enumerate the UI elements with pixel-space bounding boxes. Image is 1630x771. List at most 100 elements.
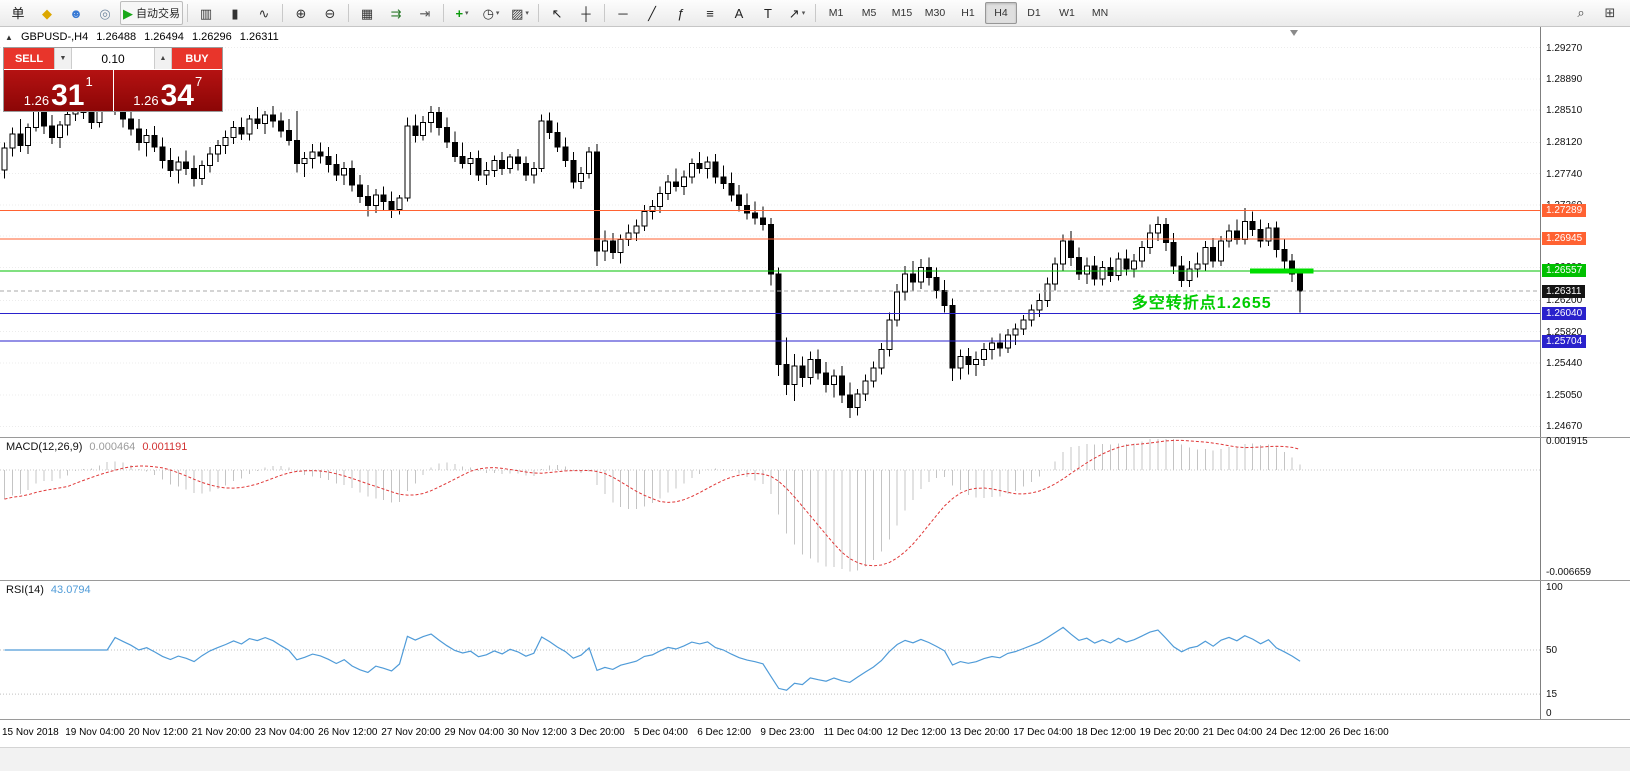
main-chart-panel[interactable]: ▲ GBPUSD-,H4 1.26488 1.26494 1.26296 1.2… bbox=[0, 27, 1540, 437]
line-chart-button[interactable]: ∿ bbox=[250, 1, 278, 25]
macd-scale[interactable]: 0.001915 -0.006659 bbox=[1540, 436, 1630, 580]
price-scale[interactable]: 1.292701.288901.285101.281201.277401.273… bbox=[1540, 27, 1630, 437]
macd-panel[interactable]: MACD(12,26,9) 0.000464 0.001191 bbox=[0, 438, 1540, 580]
timeframe-m30-button[interactable]: M30 bbox=[924, 7, 946, 19]
volume-up-button[interactable]: ▲ bbox=[154, 48, 172, 69]
rsi-axis-label: 15 bbox=[1546, 689, 1558, 701]
time-axis-label: 30 Nov 12:00 bbox=[507, 727, 568, 738]
time-axis-label: 19 Dec 20:00 bbox=[1139, 727, 1200, 738]
rsi-value: 43.0794 bbox=[50, 584, 91, 596]
panel-separator[interactable] bbox=[0, 437, 1630, 438]
time-axis-label: 27 Nov 20:00 bbox=[381, 727, 441, 738]
text-icon: A bbox=[734, 5, 744, 21]
cursor-button[interactable]: ↖ bbox=[543, 1, 571, 25]
rsi-scale[interactable]: 100 50 15 0 bbox=[1540, 581, 1630, 719]
rsi-chart[interactable] bbox=[0, 581, 1540, 719]
chart-ohlc-header: ▲ GBPUSD-,H4 1.26488 1.26494 1.26296 1.2… bbox=[5, 31, 284, 43]
toolbar-separator bbox=[604, 4, 605, 22]
time-axis-label: 9 Dec 23:00 bbox=[760, 727, 815, 738]
price-tick-label: 1.25050 bbox=[1546, 390, 1583, 401]
fibonacci-button[interactable]: ƒ bbox=[667, 1, 695, 25]
zoom-out-button[interactable]: ⊖ bbox=[316, 1, 344, 25]
toolbar-groups: 单 ◆ ☻ ◎ ▶ 自动交易 ▥ ▮ ∿ ⊕ ⊖ ▦ ⇉ ⇥ + ▾ ◷ ▾ ▨ ▾ ↖ ┼ ─ ╱ ƒ ≡ A T ↗ ▾ M1 M5 M15… bbox=[4, 1, 1116, 25]
timeframe-h4-button[interactable]: H4 bbox=[985, 2, 1017, 24]
triangle-up-icon: ▲ bbox=[159, 55, 167, 62]
cursor-icon: ↖ bbox=[551, 5, 563, 21]
crosshair-icon: ┼ bbox=[581, 5, 591, 21]
accounts-button[interactable]: ☻ bbox=[62, 1, 90, 25]
sell-price-display[interactable]: 1.26 31 1 bbox=[4, 70, 113, 111]
buy-price-display[interactable]: 1.26 34 7 bbox=[113, 70, 222, 111]
horizontal-line-button[interactable]: ─ bbox=[609, 1, 637, 25]
panel-separator[interactable] bbox=[0, 719, 1630, 720]
candlestick-chart-button[interactable]: ▮ bbox=[221, 1, 249, 25]
arrows-button[interactable]: ↗ ▾ bbox=[783, 1, 811, 25]
macd-chart[interactable] bbox=[0, 438, 1540, 580]
toolbar-separator bbox=[187, 4, 188, 22]
templates-button[interactable]: ▨ ▾ bbox=[506, 1, 534, 25]
buy-price-sup: 7 bbox=[194, 74, 203, 89]
time-axis-label: 6 Dec 12:00 bbox=[697, 727, 752, 738]
auto-scroll-button[interactable]: ⇉ bbox=[382, 1, 410, 25]
metaeditor-icon: ◆ bbox=[42, 5, 52, 21]
rsi-panel[interactable]: RSI(14) 43.0794 bbox=[0, 581, 1540, 719]
timeframe-m1-button[interactable]: M1 bbox=[828, 7, 844, 19]
zoom-in-button[interactable]: ⊕ bbox=[287, 1, 315, 25]
toolbar-right: ⌕ ⊞ bbox=[1567, 1, 1626, 25]
time-axis-label: 21 Dec 04:00 bbox=[1202, 727, 1263, 738]
new-order-button[interactable]: 单 bbox=[4, 1, 32, 25]
trendline-button[interactable]: ╱ bbox=[638, 1, 666, 25]
price-line-badge: 1.26040 bbox=[1542, 307, 1587, 320]
chevron-down-icon: ▾ bbox=[525, 10, 529, 17]
price-tick-label: 1.25820 bbox=[1546, 326, 1583, 338]
macd-signal-value: 0.001191 bbox=[142, 441, 188, 453]
candlestick-chart[interactable] bbox=[0, 27, 1540, 437]
sell-button[interactable]: SELL bbox=[4, 48, 54, 69]
time-axis-label: 5 Dec 04:00 bbox=[634, 727, 688, 738]
time-axis[interactable]: 15 Nov 2018 19 Nov 04:00 20 Nov 12:00 21 No… bbox=[0, 720, 1630, 747]
timeframe-m5-button[interactable]: M5 bbox=[861, 7, 877, 19]
crosshair-button[interactable]: ┼ bbox=[572, 1, 600, 25]
search-icon: ⌕ bbox=[1577, 5, 1585, 20]
time-axis-label: 3 Dec 20:00 bbox=[570, 727, 625, 738]
volume-down-button[interactable]: ▼ bbox=[54, 48, 72, 69]
price-tick-label: 1.24670 bbox=[1546, 421, 1583, 433]
chart-shift-marker[interactable] bbox=[1289, 30, 1298, 36]
panel-separator[interactable] bbox=[0, 580, 1630, 581]
bar-chart-button[interactable]: ▥ bbox=[192, 1, 220, 25]
timeframe-h1-button[interactable]: H1 bbox=[961, 7, 975, 19]
timeframe-d1-button[interactable]: D1 bbox=[1027, 7, 1041, 19]
text-label-button[interactable]: T bbox=[754, 1, 782, 25]
timeframe-mn-button[interactable]: MN bbox=[1091, 7, 1109, 19]
auto-trading-button[interactable]: ▶ 自动交易 bbox=[120, 1, 183, 25]
time-axis-label: 13 Dec 20:00 bbox=[950, 727, 1010, 738]
metaeditor-button[interactable]: ◆ bbox=[33, 1, 61, 25]
chart-annotation-text[interactable]: 多空转折点1.2655 bbox=[1131, 294, 1272, 312]
sell-price-prefix: 1.26 bbox=[23, 92, 50, 108]
buy-button[interactable]: BUY bbox=[172, 48, 222, 69]
time-axis-label: 11 Dec 04:00 bbox=[823, 727, 883, 738]
tile-windows-button[interactable]: ▦ bbox=[353, 1, 381, 25]
arrows-icon: ↗ bbox=[788, 5, 800, 21]
rsi-title: RSI(14) 43.0794 bbox=[6, 584, 91, 596]
text-button[interactable]: A bbox=[725, 1, 753, 25]
zoom-out-icon: ⊖ bbox=[324, 5, 336, 21]
timeframe-m15-button[interactable]: M15 bbox=[891, 7, 913, 19]
chart-shift-button[interactable]: ⇥ bbox=[411, 1, 439, 25]
expand-arrow-icon[interactable]: ▲ bbox=[5, 33, 13, 42]
new-window-button[interactable]: ⊞ bbox=[1596, 1, 1624, 25]
time-axis-label: 17 Dec 04:00 bbox=[1013, 727, 1073, 738]
time-axis-label: 29 Nov 04:00 bbox=[444, 727, 504, 738]
low-value: 1.26296 bbox=[191, 31, 232, 43]
search-button[interactable]: ⌕ bbox=[1567, 1, 1595, 25]
macd-main-value: 0.000464 bbox=[89, 441, 136, 453]
community-button[interactable]: ◎ bbox=[91, 1, 119, 25]
auto-scroll-icon: ⇉ bbox=[390, 5, 402, 21]
volume-input[interactable] bbox=[72, 48, 154, 69]
periods-button[interactable]: ◷ ▾ bbox=[477, 1, 505, 25]
indicators-button[interactable]: + ▾ bbox=[448, 1, 476, 25]
bar-chart-icon: ▥ bbox=[199, 5, 213, 21]
buy-price-prefix: 1.26 bbox=[133, 92, 159, 108]
timeframe-w1-button[interactable]: W1 bbox=[1059, 7, 1075, 19]
equidistant-channel-button[interactable]: ≡ bbox=[696, 1, 724, 25]
